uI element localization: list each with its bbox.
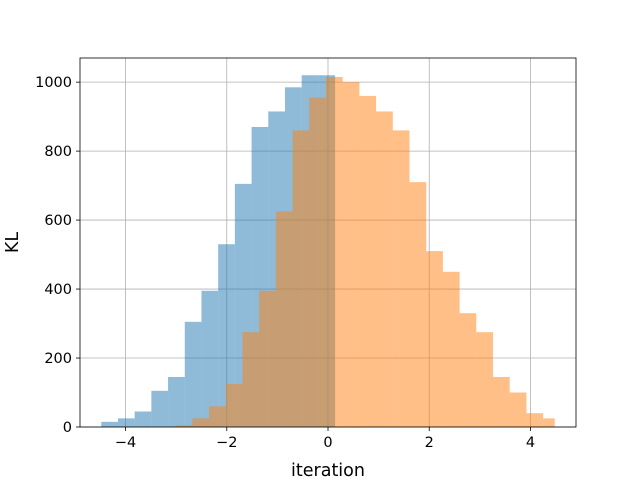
histogram-bar [151,390,169,427]
y-tick-label: 1000 [35,75,72,91]
histogram-bar [426,251,443,427]
histogram-bar [292,130,310,427]
histogram-bar [392,130,410,427]
x-tick-label: 0 [323,435,332,451]
histogram-bar [218,244,235,427]
histogram-bar [476,332,493,427]
y-tick-label: 800 [44,144,72,160]
y-tick-label: 200 [44,351,72,367]
x-tick-label: −2 [216,435,237,451]
x-tick-label: −4 [115,435,136,451]
histogram-bar [225,383,243,427]
histogram-bar [509,392,527,427]
histogram-bar [168,376,185,427]
histogram-bar [134,411,152,427]
histogram-bar [101,421,118,427]
y-axis-label: KL [3,232,23,253]
histogram-bar [492,376,510,427]
histogram-bar [201,290,219,427]
histogram-bar [526,413,544,427]
histogram-bar [325,76,343,428]
histogram-bar [376,111,393,427]
x-tick-label: 4 [526,435,535,451]
histogram-bar [459,313,477,427]
histogram-bar [259,290,276,427]
histogram-bar [309,97,326,428]
histogram-bar [359,95,377,428]
histogram-bar [184,321,202,427]
axis-ticks: −4 −2 0 2 4 0 200 400 600 800 1000 [35,75,535,451]
histogram-bar [342,82,360,427]
y-tick-label: 400 [44,282,72,298]
histogram-series-2 [175,76,555,428]
histogram-bar [209,406,226,427]
histogram-bar [192,418,210,427]
x-tick-label: 2 [425,435,434,451]
histogram-bar [442,271,460,427]
y-tick-label: 0 [63,420,72,436]
histogram-bar [275,211,293,427]
histogram-bar [409,182,427,427]
x-axis-label: iteration [291,461,365,480]
y-tick-label: 600 [44,213,72,229]
histogram-bar [117,418,135,427]
histogram-bar [175,425,193,427]
histogram-bar [543,418,555,427]
histogram-bars [101,75,555,428]
histogram-bar [242,332,260,427]
